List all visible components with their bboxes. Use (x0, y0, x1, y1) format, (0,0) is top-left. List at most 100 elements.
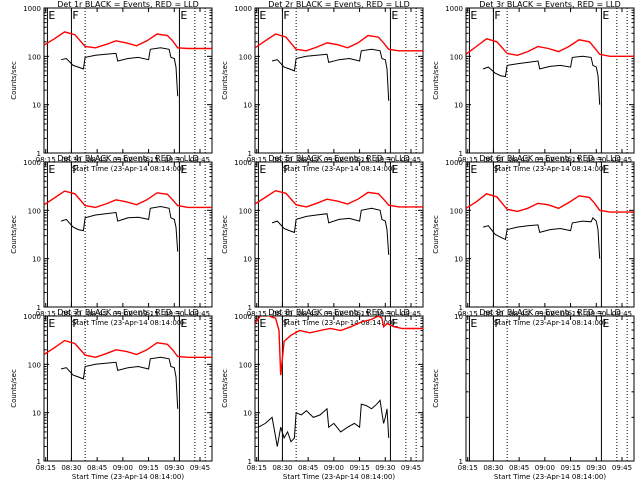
y-tick-label: 1000 (23, 5, 41, 13)
panel-title: Det 4r BLACK = Events, RED = LLD (57, 154, 199, 163)
series-line-events (271, 48, 390, 101)
x-tick-label: 08:15 (247, 156, 267, 164)
x-tick-label: 08:15 (36, 310, 56, 318)
y-tick-label: 100 (28, 53, 41, 61)
series-line-lld (255, 316, 423, 376)
y-tick-label: 10 (454, 313, 463, 321)
marker-label: E (48, 317, 55, 330)
series-line-events (60, 356, 179, 409)
y-tick-label: 10 (32, 102, 41, 110)
y-tick-label: 100 (450, 53, 463, 61)
x-tick-label: 09:15 (560, 310, 580, 318)
marker-label: E (180, 317, 187, 330)
y-axis-label: Counts/sec (10, 61, 18, 100)
y-tick-label: 1000 (234, 5, 252, 13)
y-tick-label: 1 (459, 304, 463, 312)
plot-frame (254, 315, 424, 462)
marker-label: E (391, 163, 398, 176)
plot-frame (465, 161, 635, 308)
series-line-lld (255, 33, 423, 52)
x-tick-label: 09:45 (190, 464, 210, 472)
marker-label: F (494, 163, 500, 176)
x-tick-label: 09:30 (375, 156, 395, 164)
panel-title: Det 3r BLACK = Events, RED = LLD (479, 0, 621, 9)
x-tick-label: 09:15 (138, 310, 158, 318)
marker-label: F (494, 9, 500, 22)
panel-det-1: Det 1r BLACK = Events, RED = LLD 08:15 08:… (10, 0, 213, 173)
x-tick-label: 08:45 (87, 310, 107, 318)
y-tick-label: 1000 (23, 313, 41, 321)
y-tick-label: 100 (28, 361, 41, 369)
y-tick-label: 10 (243, 410, 252, 418)
x-tick-label: 09:15 (138, 464, 158, 472)
x-tick-label: 09:30 (586, 310, 606, 318)
marker-label: F (72, 163, 78, 176)
x-tick-label: 08:15 (247, 464, 267, 472)
series-line-events (60, 47, 179, 97)
y-tick-label: 100 (28, 207, 41, 215)
marker-label: F (72, 9, 78, 22)
y-tick-label: 1 (248, 150, 252, 158)
plot-frame (43, 7, 213, 154)
x-tick-label: 08:30 (272, 464, 292, 472)
marker-label: F (494, 317, 500, 330)
y-tick-label: 10 (32, 256, 41, 264)
marker-label: E (470, 317, 477, 330)
x-axis-label: Start Time (23-Apr-14 08:14:00) (494, 319, 606, 327)
x-tick-label: 08:30 (61, 310, 81, 318)
x-tick-label: 09:45 (190, 310, 210, 318)
x-tick-label: 08:45 (298, 464, 318, 472)
marker-label: E (391, 9, 398, 22)
y-tick-label: 1 (37, 458, 41, 466)
x-tick-label: 09:15 (349, 156, 369, 164)
panel-title: Det 7r BLACK = Events, RED = LLD (57, 308, 199, 317)
y-tick-label: 100 (450, 207, 463, 215)
marker-label: E (259, 163, 266, 176)
x-tick-label: 08:45 (87, 156, 107, 164)
x-tick-label: 09:30 (164, 464, 184, 472)
x-tick-label: 09:15 (560, 464, 580, 472)
marker-label: E (470, 163, 477, 176)
x-tick-label: 09:00 (113, 464, 133, 472)
y-tick-label: 10 (243, 102, 252, 110)
x-tick-label: 09:30 (164, 310, 184, 318)
x-tick-label: 08:45 (298, 156, 318, 164)
x-tick-label: 09:15 (349, 464, 369, 472)
marker-label: F (72, 317, 78, 330)
plot-frame (465, 7, 635, 154)
marker-label: F (283, 9, 289, 22)
x-tick-label: 08:15 (36, 464, 56, 472)
x-tick-label: 09:45 (401, 156, 421, 164)
y-tick-label: 1 (459, 458, 463, 466)
panel-det-2: Det 2r BLACK = Events, RED = LLD 08:15 08:… (221, 0, 424, 173)
series-line-lld (44, 190, 212, 209)
series-line-lld (466, 193, 634, 213)
x-axis-label: Start Time (23-Apr-14 08:14:00) (283, 473, 395, 480)
y-axis-label: Counts/sec (221, 61, 229, 100)
x-tick-label: 09:30 (586, 156, 606, 164)
x-tick-label: 09:15 (138, 156, 158, 164)
panel-det-3: Det 3r BLACK = Events, RED = LLD 08:15 08:… (432, 0, 635, 173)
x-tick-label: 09:30 (375, 310, 395, 318)
x-axis-label: Start Time (23-Apr-14 08:14:00) (72, 473, 184, 480)
y-axis-label: Counts/sec (10, 215, 18, 254)
y-tick-label: 1 (37, 150, 41, 158)
y-tick-label: 1 (459, 150, 463, 158)
series-line-events (271, 207, 390, 255)
y-axis-label: Counts/sec (432, 61, 440, 100)
marker-label: E (259, 317, 266, 330)
x-tick-label: 08:30 (272, 156, 292, 164)
marker-label: E (48, 9, 55, 22)
y-tick-label: 10 (32, 410, 41, 418)
series-line-events (482, 55, 601, 105)
x-tick-label: 08:45 (509, 310, 529, 318)
panel-title: Det 8r BLACK = Events, RED = LLD (268, 308, 410, 317)
panel-det-4: Det 4r BLACK = Events, RED = LLD 08:15 08:… (10, 154, 213, 327)
marker-label: E (602, 9, 609, 22)
series-line-events (60, 205, 179, 252)
series-line-lld (44, 339, 212, 359)
x-tick-label: 08:15 (247, 310, 267, 318)
